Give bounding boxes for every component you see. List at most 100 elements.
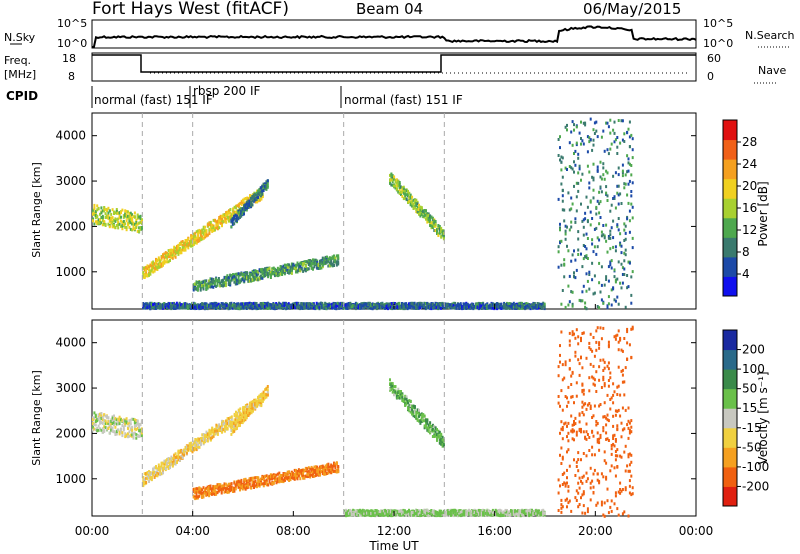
night-scatter-cell — [588, 170, 591, 174]
rising-band-cell — [146, 475, 149, 478]
night-scatter-cell — [613, 140, 616, 144]
lower-band-cell — [236, 272, 239, 276]
lower-band-cell — [208, 279, 211, 283]
night-scatter-cell — [631, 246, 634, 250]
lower-band-cell — [283, 272, 286, 276]
lower-band-cell — [224, 278, 227, 282]
lower-band-cell — [243, 279, 246, 283]
ground-echo-cell — [206, 306, 209, 310]
ground-echo-cell — [339, 302, 342, 306]
night-scatter-cell — [610, 288, 613, 292]
early-band-cell — [138, 429, 141, 433]
ground-echo-cell — [535, 304, 538, 308]
early-band-cell — [114, 211, 117, 215]
night-scatter-cell — [568, 208, 571, 212]
ground-echo-cell — [325, 303, 328, 307]
early-band-cell — [111, 216, 114, 220]
night-scatter-cell — [570, 130, 573, 134]
ground-echo-cell — [175, 306, 178, 310]
early-band-cell — [111, 426, 114, 430]
power-ylabel: Slant Range [km] — [30, 162, 43, 258]
night-scatter-cell — [567, 249, 570, 253]
night-scatter-cell — [614, 299, 617, 303]
rising-band-cell — [194, 445, 197, 449]
ground-echo-cell — [156, 306, 159, 310]
cpid-segment-1: normal (fast) 151 IF — [94, 93, 213, 107]
ground-echo-cell — [452, 301, 455, 305]
ground-echo-cell — [216, 304, 219, 308]
rising-band-cell — [183, 248, 186, 252]
ground-echo-cell — [206, 303, 209, 307]
night-scatter-cell — [628, 219, 631, 223]
rising-band-cell — [169, 259, 171, 262]
rising-band-cell — [178, 449, 181, 453]
ground-echo-cell — [430, 307, 433, 311]
ground-echo-cell — [173, 301, 176, 305]
upper-arc-cell — [266, 185, 269, 189]
rising-band-cell — [143, 472, 146, 476]
lower-band-cell — [264, 482, 267, 485]
afternoon-band-cell — [409, 196, 412, 200]
night-scatter-cell — [626, 217, 629, 221]
lower-band-cell — [279, 268, 282, 272]
early-band-cell — [108, 219, 111, 223]
ground-echo-cell — [261, 305, 264, 308]
early-band-cell — [127, 426, 129, 430]
ground-echo-cell — [301, 302, 304, 306]
ground-echo-cell — [491, 303, 494, 306]
afternoon-band-cell — [398, 181, 401, 184]
afternoon-band-cell — [401, 186, 404, 190]
early-band-cell — [133, 418, 136, 422]
lower-band-cell — [237, 481, 240, 485]
upper-arc-cell — [254, 193, 257, 197]
upper-arc-cell — [245, 208, 248, 212]
ground-echo-cell — [535, 306, 538, 310]
afternoon-band-cell — [440, 226, 443, 230]
early-band-cell — [124, 212, 127, 216]
lower-band-cell — [219, 488, 222, 492]
ground-echo-cell — [416, 302, 419, 306]
rising-band-cell — [260, 197, 263, 201]
lower-band-cell — [321, 261, 324, 265]
ground-echo-cell — [473, 305, 476, 309]
rising-band-cell — [229, 416, 232, 420]
early-band-cell — [118, 222, 121, 226]
afternoon-band-cell — [411, 195, 414, 199]
lower-band-cell — [227, 278, 230, 282]
ground-echo-cell — [317, 302, 320, 306]
lower-band-cell — [255, 270, 258, 273]
ground-echo-cell — [340, 304, 343, 308]
early-band-cell — [124, 209, 127, 213]
upper-arc-cell — [231, 222, 234, 226]
early-band-cell — [100, 421, 103, 425]
ground-echo-cell — [181, 306, 184, 310]
night-scatter-cell — [602, 233, 605, 237]
lower-band-cell — [220, 283, 223, 287]
lower-band-cell — [224, 284, 227, 288]
ground-echo-cell — [371, 302, 374, 306]
lower-band-cell — [241, 272, 244, 276]
ground-echo-cell — [297, 302, 300, 306]
ground-echo-cell — [437, 306, 440, 310]
night-scatter-cell — [598, 190, 601, 194]
night-scatter-cell — [605, 239, 608, 243]
lower-band-cell — [286, 271, 289, 274]
lower-band-cell — [254, 480, 257, 484]
early-band-cell — [108, 420, 111, 424]
ground-echo-cell — [145, 306, 148, 310]
lower-band-cell — [251, 274, 254, 278]
rising-band-cell — [174, 255, 177, 259]
afternoon-band-cell — [426, 217, 429, 221]
rising-band-cell — [236, 414, 239, 418]
rising-band-cell — [145, 273, 148, 277]
night-scatter-cell — [616, 277, 619, 281]
lower-band-cell — [205, 287, 208, 291]
rising-band-cell — [150, 476, 153, 479]
early-band-cell — [139, 226, 142, 229]
ground-echo-cell — [262, 301, 265, 305]
lower-band-cell — [208, 485, 211, 489]
lower-band-cell — [253, 476, 255, 480]
ground-echo-cell — [525, 302, 528, 305]
early-band-cell — [103, 413, 106, 417]
night-scatter-cell — [603, 177, 606, 181]
